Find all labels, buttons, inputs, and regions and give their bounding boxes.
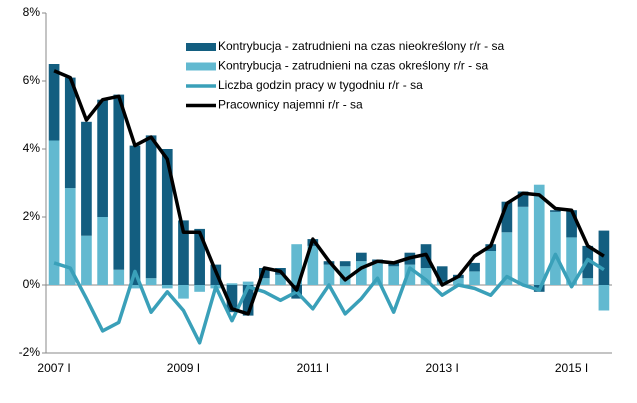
bar (242, 281, 254, 285)
bar (178, 285, 189, 299)
bar (566, 210, 577, 238)
bar (436, 266, 448, 282)
bar (582, 278, 594, 285)
bar (550, 211, 561, 285)
bar (453, 278, 464, 285)
bar (598, 285, 610, 311)
bar (226, 283, 238, 285)
bar (97, 99, 108, 217)
bar (339, 266, 351, 285)
bar (242, 285, 254, 316)
bar (469, 262, 480, 272)
x-tick-label: 2015 I (555, 361, 588, 375)
y-tick-label: 0% (23, 277, 41, 291)
bar (501, 232, 513, 285)
bar (420, 268, 432, 285)
y-tick-label: 4% (23, 141, 41, 155)
bar (356, 252, 367, 262)
bar (81, 121, 92, 236)
bar (48, 140, 60, 285)
bar (113, 94, 125, 270)
bar (81, 235, 92, 285)
bar (64, 188, 76, 285)
bar (275, 274, 286, 285)
bar (178, 220, 189, 285)
bar (323, 264, 335, 285)
bar (388, 266, 400, 285)
legend-swatch (186, 62, 216, 71)
legend-label: Pracownicy najemni r/r - sa (218, 98, 363, 112)
bar (372, 262, 383, 285)
bar (113, 269, 125, 285)
legend-label: Kontrybucja - zatrudnieni na czas określ… (218, 59, 488, 73)
y-tick-label: 8% (23, 5, 41, 19)
bar (550, 210, 561, 212)
x-tick-label: 2013 I (426, 361, 459, 375)
bar (194, 228, 205, 285)
bar (145, 278, 157, 285)
bar (517, 191, 529, 207)
bar (501, 201, 513, 233)
bar (129, 145, 141, 285)
bar (356, 261, 367, 285)
y-tick-label: 6% (23, 73, 41, 87)
bar (598, 230, 610, 285)
bar (533, 184, 545, 285)
bar (404, 264, 416, 285)
bar (517, 206, 529, 285)
x-tick-label: 2009 I (167, 361, 200, 375)
line (53, 252, 605, 345)
legend-label: Kontrybucja - zatrudnieni na czas nieokr… (218, 39, 504, 53)
bar (291, 244, 302, 285)
bar (48, 64, 60, 141)
x-tick-label: 2011 I (297, 361, 329, 375)
bar (469, 271, 480, 285)
bar (566, 237, 577, 285)
bar (226, 285, 238, 313)
bar (485, 251, 497, 285)
bar (161, 149, 173, 285)
bar (97, 217, 108, 285)
y-tick-label: 2% (23, 209, 41, 223)
bar (258, 278, 270, 285)
bar (194, 285, 205, 292)
bar (339, 261, 351, 267)
bar (64, 77, 76, 189)
bar (161, 285, 173, 289)
bar (129, 285, 141, 289)
bar (307, 245, 319, 285)
line (53, 69, 605, 316)
y-tick-label: -2% (19, 345, 41, 359)
legend-label: Liczba godzin pracy w tygodniu r/r - sa (218, 78, 423, 92)
bar (145, 135, 157, 279)
x-tick-label: 2007 I (37, 361, 70, 375)
legend-swatch (186, 43, 216, 51)
